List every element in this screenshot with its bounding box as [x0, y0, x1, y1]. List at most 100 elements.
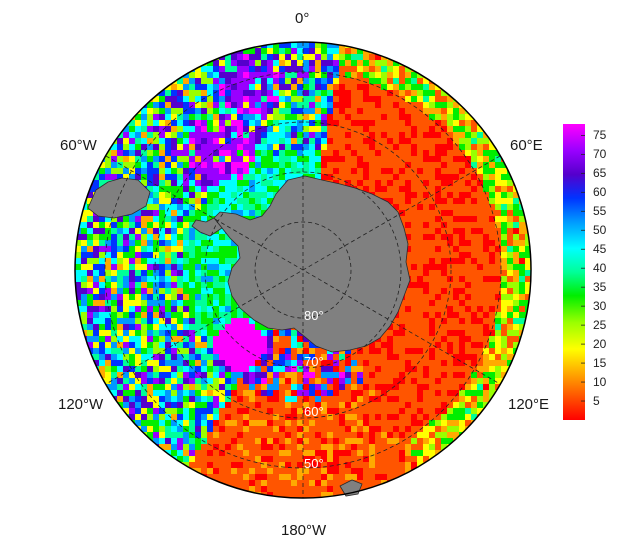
field-cell	[387, 414, 393, 420]
field-cell	[231, 186, 237, 192]
field-cell	[117, 306, 123, 312]
field-cell	[471, 198, 477, 204]
field-cell	[357, 408, 363, 414]
field-cell	[507, 300, 513, 306]
field-cell	[129, 174, 135, 180]
field-cell	[267, 468, 273, 474]
field-cell	[195, 402, 201, 408]
field-cell	[327, 402, 333, 408]
field-cell	[111, 222, 117, 228]
field-cell	[459, 402, 465, 408]
field-cell	[165, 204, 171, 210]
field-cell	[477, 276, 483, 282]
field-cell	[435, 408, 441, 414]
field-cell	[363, 354, 369, 360]
field-cell	[111, 306, 117, 312]
field-cell	[465, 180, 471, 186]
field-cell	[345, 54, 351, 60]
field-cell	[441, 402, 447, 408]
field-cell	[465, 360, 471, 366]
field-cell	[447, 174, 453, 180]
field-cell	[189, 336, 195, 342]
field-cell	[291, 390, 297, 396]
field-cell	[411, 150, 417, 156]
field-cell	[141, 330, 147, 336]
field-cell	[477, 420, 483, 426]
field-cell	[423, 216, 429, 222]
field-cell	[447, 252, 453, 258]
field-cell	[393, 372, 399, 378]
field-cell	[321, 72, 327, 78]
field-cell	[225, 234, 231, 240]
field-cell	[357, 174, 363, 180]
field-cell	[477, 312, 483, 318]
field-cell	[261, 66, 267, 72]
field-cell	[519, 282, 525, 288]
field-cell	[471, 426, 477, 432]
field-cell	[273, 450, 279, 456]
field-cell	[165, 138, 171, 144]
field-cell	[429, 414, 435, 420]
field-cell	[183, 444, 189, 450]
field-cell	[249, 126, 255, 132]
field-cell	[177, 366, 183, 372]
field-cell	[501, 168, 507, 174]
field-cell	[321, 468, 327, 474]
field-cell	[183, 168, 189, 174]
field-cell	[471, 288, 477, 294]
field-cell	[255, 360, 261, 366]
field-cell	[219, 258, 225, 264]
field-cell	[495, 336, 501, 342]
field-cell	[489, 270, 495, 276]
field-cell	[339, 96, 345, 102]
field-cell	[495, 216, 501, 222]
field-cell	[363, 156, 369, 162]
field-cell	[387, 102, 393, 108]
field-cell	[243, 132, 249, 138]
field-cell	[237, 108, 243, 114]
field-cell	[501, 294, 507, 300]
field-cell	[369, 384, 375, 390]
field-cell	[381, 126, 387, 132]
field-cell	[429, 246, 435, 252]
field-cell	[267, 120, 273, 126]
field-cell	[495, 300, 501, 306]
field-cell	[327, 42, 333, 48]
field-cell	[345, 114, 351, 120]
field-cell	[135, 378, 141, 384]
field-cell	[195, 258, 201, 264]
field-cell	[441, 144, 447, 150]
field-cell	[315, 384, 321, 390]
field-cell	[165, 252, 171, 258]
field-cell	[177, 330, 183, 336]
field-cell	[399, 144, 405, 150]
field-cell	[465, 210, 471, 216]
field-cell	[351, 396, 357, 402]
field-cell	[471, 144, 477, 150]
field-cell	[291, 168, 297, 174]
field-cell	[141, 222, 147, 228]
field-cell	[261, 330, 267, 336]
field-cell	[387, 138, 393, 144]
field-cell	[387, 90, 393, 96]
field-cell	[339, 408, 345, 414]
field-cell	[201, 180, 207, 186]
field-cell	[249, 108, 255, 114]
field-cell	[315, 66, 321, 72]
field-cell	[297, 90, 303, 96]
field-cell	[153, 372, 159, 378]
field-cell	[165, 396, 171, 402]
field-cell	[105, 282, 111, 288]
field-cell	[387, 336, 393, 342]
field-cell	[435, 234, 441, 240]
field-cell	[387, 408, 393, 414]
field-cell	[147, 108, 153, 114]
field-cell	[243, 72, 249, 78]
field-cell	[507, 216, 513, 222]
field-cell	[423, 264, 429, 270]
field-cell	[225, 258, 231, 264]
field-cell	[369, 168, 375, 174]
field-cell	[483, 282, 489, 288]
field-cell	[285, 168, 291, 174]
field-cell	[465, 348, 471, 354]
